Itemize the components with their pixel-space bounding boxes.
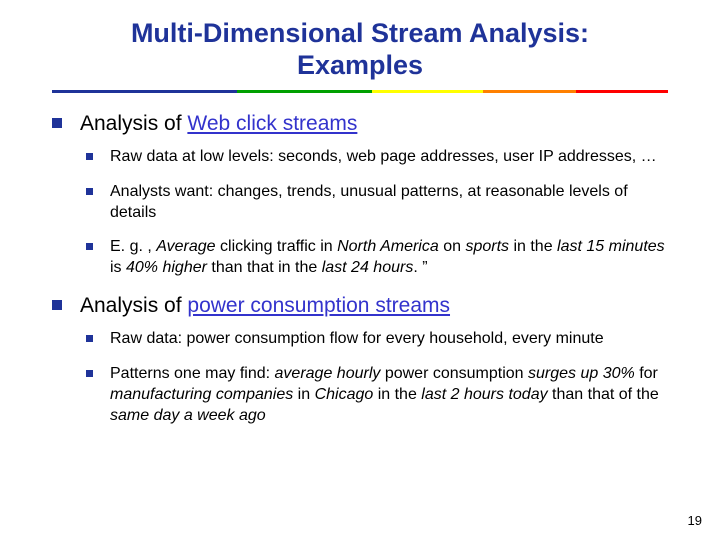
lvl2-list: Raw data at low levels: seconds, web pag… xyxy=(80,147,668,279)
heading-link: Web click streams xyxy=(187,112,357,135)
lvl2-item: Raw data at low levels: seconds, web pag… xyxy=(80,147,668,168)
lvl2-text: Analysts want: changes, trends, unusual … xyxy=(110,183,628,221)
rainbow-segment xyxy=(52,90,237,93)
square-bullet-icon xyxy=(86,188,93,195)
lvl2-text: Raw data: power consumption flow for eve… xyxy=(110,330,604,347)
rainbow-segment xyxy=(576,90,668,93)
lvl2-text: Raw data at low levels: seconds, web pag… xyxy=(110,148,657,165)
rainbow-segment xyxy=(483,90,575,93)
heading-prefix: Analysis of xyxy=(80,112,187,135)
lvl2-item: E. g. , Average clicking traffic in Nort… xyxy=(80,237,668,279)
bullet-list: Analysis of Web click streams Raw data at… xyxy=(52,111,668,427)
square-bullet-icon xyxy=(86,243,93,250)
square-bullet-icon xyxy=(86,335,93,342)
square-bullet-icon xyxy=(86,153,93,160)
lvl2-text: Patterns one may find: average hourly po… xyxy=(110,365,659,424)
lvl2-text: E. g. , Average clicking traffic in Nort… xyxy=(110,238,665,276)
lvl2-item: Analysts want: changes, trends, unusual … xyxy=(80,182,668,224)
slide: Multi-Dimensional Stream Analysis: Examp… xyxy=(0,0,720,540)
square-bullet-icon xyxy=(52,300,62,310)
lvl1-heading: Analysis of Web click streams xyxy=(80,111,668,137)
rainbow-segment xyxy=(372,90,483,93)
page-number: 19 xyxy=(688,513,702,528)
heading-link: power consumption streams xyxy=(187,294,450,317)
lvl1-item: Analysis of power consumption streams Raw… xyxy=(52,293,668,426)
lvl2-item: Raw data: power consumption flow for eve… xyxy=(80,329,668,350)
title-line-2: Examples xyxy=(297,50,423,80)
rainbow-segment xyxy=(237,90,373,93)
title-line-1: Multi-Dimensional Stream Analysis: xyxy=(131,18,589,48)
lvl2-list: Raw data: power consumption flow for eve… xyxy=(80,329,668,426)
square-bullet-icon xyxy=(52,118,62,128)
heading-prefix: Analysis of xyxy=(80,294,187,317)
lvl2-item: Patterns one may find: average hourly po… xyxy=(80,364,668,426)
slide-title: Multi-Dimensional Stream Analysis: Examp… xyxy=(52,18,668,82)
rainbow-divider xyxy=(52,90,668,93)
lvl1-heading: Analysis of power consumption streams xyxy=(80,293,668,319)
square-bullet-icon xyxy=(86,370,93,377)
lvl1-item: Analysis of Web click streams Raw data at… xyxy=(52,111,668,279)
